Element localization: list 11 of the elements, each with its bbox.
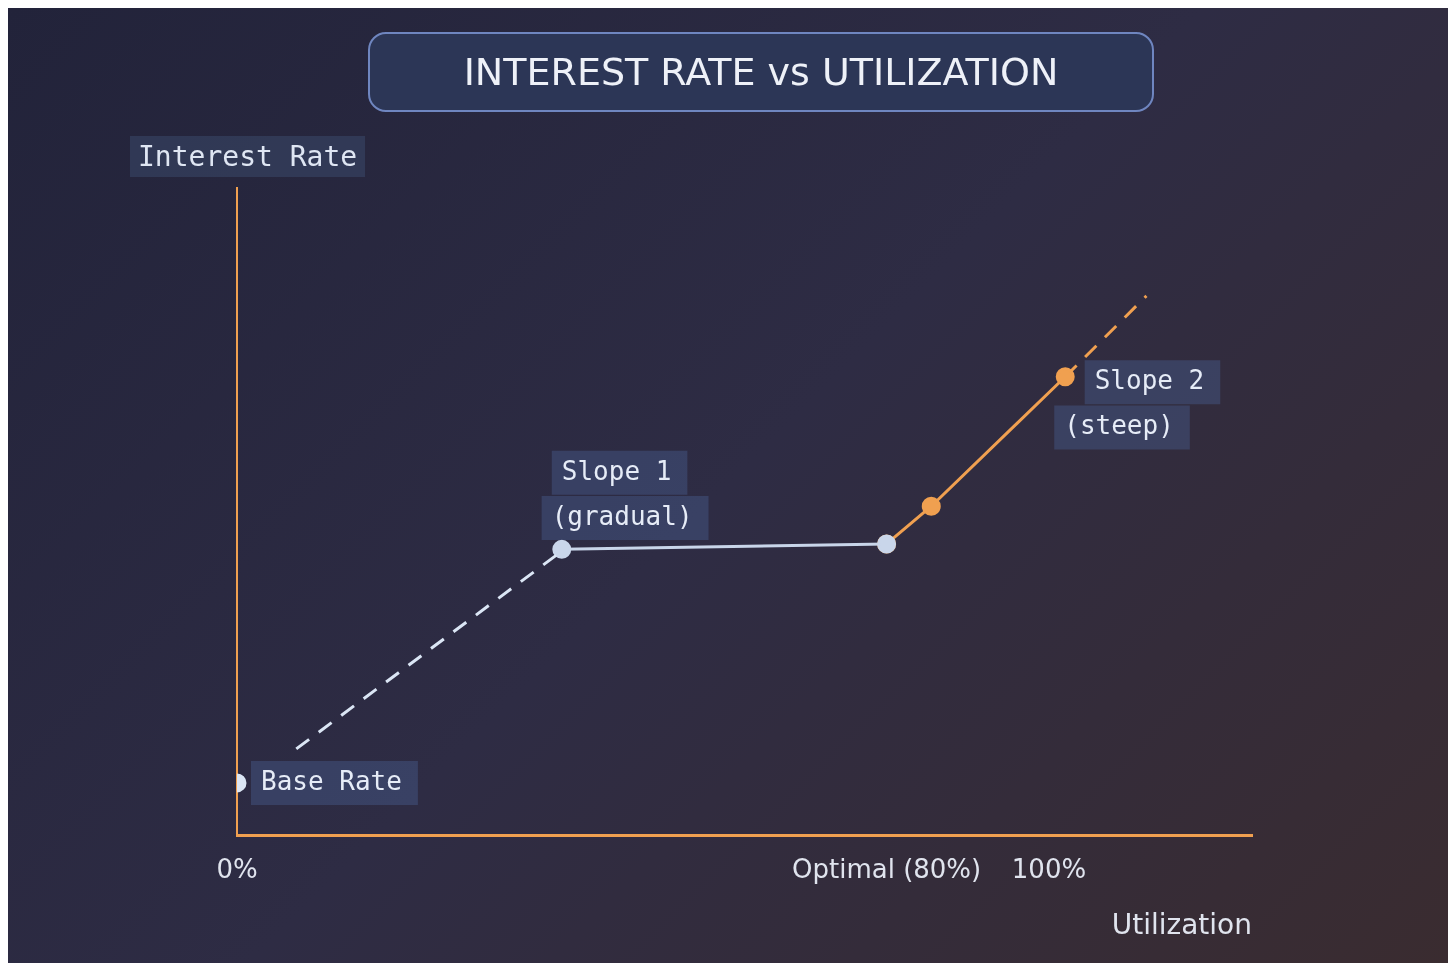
x-axis-title: Utilization [1111,908,1252,942]
annotation: Base Rate [261,765,402,796]
y-axis-title: Interest Rate [130,136,366,177]
x-tick-label: 100% [1011,853,1087,884]
x-tick-label: Optimal (80%) [791,853,982,884]
chart-title: INTEREST RATE vs UTILIZATION [368,32,1154,112]
annotation: Slope 2 [1094,364,1205,395]
annotation: (steep) [1064,410,1174,441]
annotation: Slope 1 [561,455,672,486]
annotation: (gradual) [551,500,693,531]
x-tick-label: 0% [216,853,258,884]
